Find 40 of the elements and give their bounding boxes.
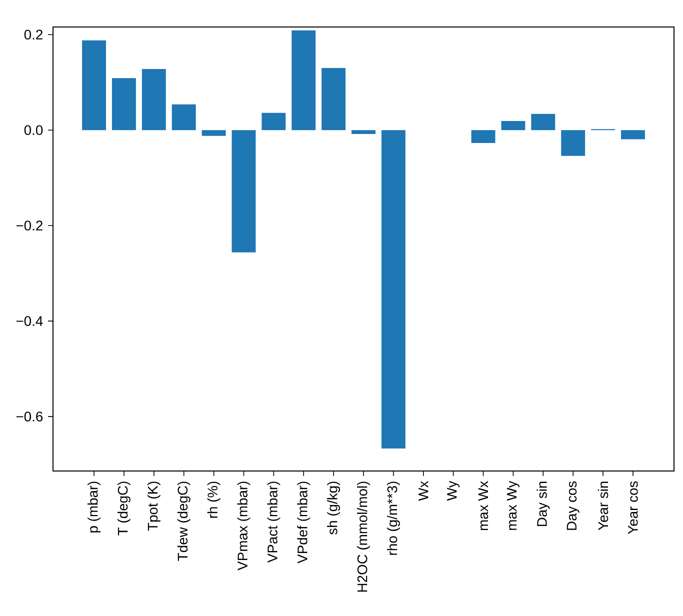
- x-tick-label: rho (g/m**3): [386, 482, 400, 555]
- bar: [292, 30, 316, 130]
- bar: [82, 40, 106, 130]
- y-tick-label: −0.2: [16, 220, 42, 231]
- x-tick-label: Wx: [418, 480, 428, 501]
- x-tick-label: VPdef (mbar): [297, 482, 310, 564]
- x-tick-label: max Wx: [478, 480, 488, 530]
- x-tick-label: max Wy: [506, 480, 520, 530]
- y-tick-label: 0.0: [24, 125, 43, 136]
- x-tick-label: Day cos: [566, 481, 580, 530]
- x-tick-label: Tdew (degC): [177, 482, 190, 561]
- x-tick-label: VPmax (mbar): [237, 482, 250, 570]
- x-tick-label: H2OC (mmol/mol): [357, 482, 370, 592]
- x-tick-label: VPact (mbar): [267, 482, 280, 563]
- bar: [352, 130, 376, 134]
- x-tick-label: Year cos: [628, 481, 638, 534]
- x-tick-label: rh (%): [207, 482, 220, 518]
- bar: [262, 112, 286, 130]
- bar: [621, 130, 645, 140]
- bar: [531, 114, 556, 130]
- x-tick-label: Wy: [447, 480, 460, 501]
- bar: [471, 130, 496, 144]
- bar: [232, 130, 256, 252]
- x-tick-label: p (mbar): [88, 482, 101, 532]
- x-tick-label: Tpot (K): [147, 482, 160, 531]
- x-tick-label: sh (g/kg): [327, 482, 340, 534]
- bar: [202, 130, 226, 136]
- x-tick-label: Year sin: [598, 482, 608, 530]
- x-tick-label: T (degC): [117, 482, 130, 536]
- bar: [561, 130, 586, 156]
- bar: [142, 69, 166, 130]
- y-tick-label: −0.6: [16, 412, 43, 422]
- bar: [501, 121, 526, 130]
- bar: [381, 130, 406, 449]
- y-tick-label: 0.2: [24, 30, 42, 40]
- bar: [322, 68, 346, 130]
- x-tick-label: Day sin: [536, 482, 550, 526]
- y-tick-label: −0.4: [16, 316, 43, 326]
- bar: [172, 104, 196, 130]
- bar: [112, 78, 136, 130]
